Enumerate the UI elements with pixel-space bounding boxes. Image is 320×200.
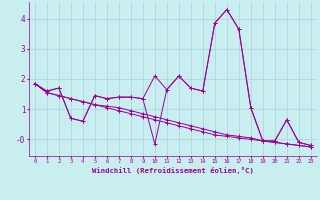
X-axis label: Windchill (Refroidissement éolien,°C): Windchill (Refroidissement éolien,°C) [92,167,254,174]
